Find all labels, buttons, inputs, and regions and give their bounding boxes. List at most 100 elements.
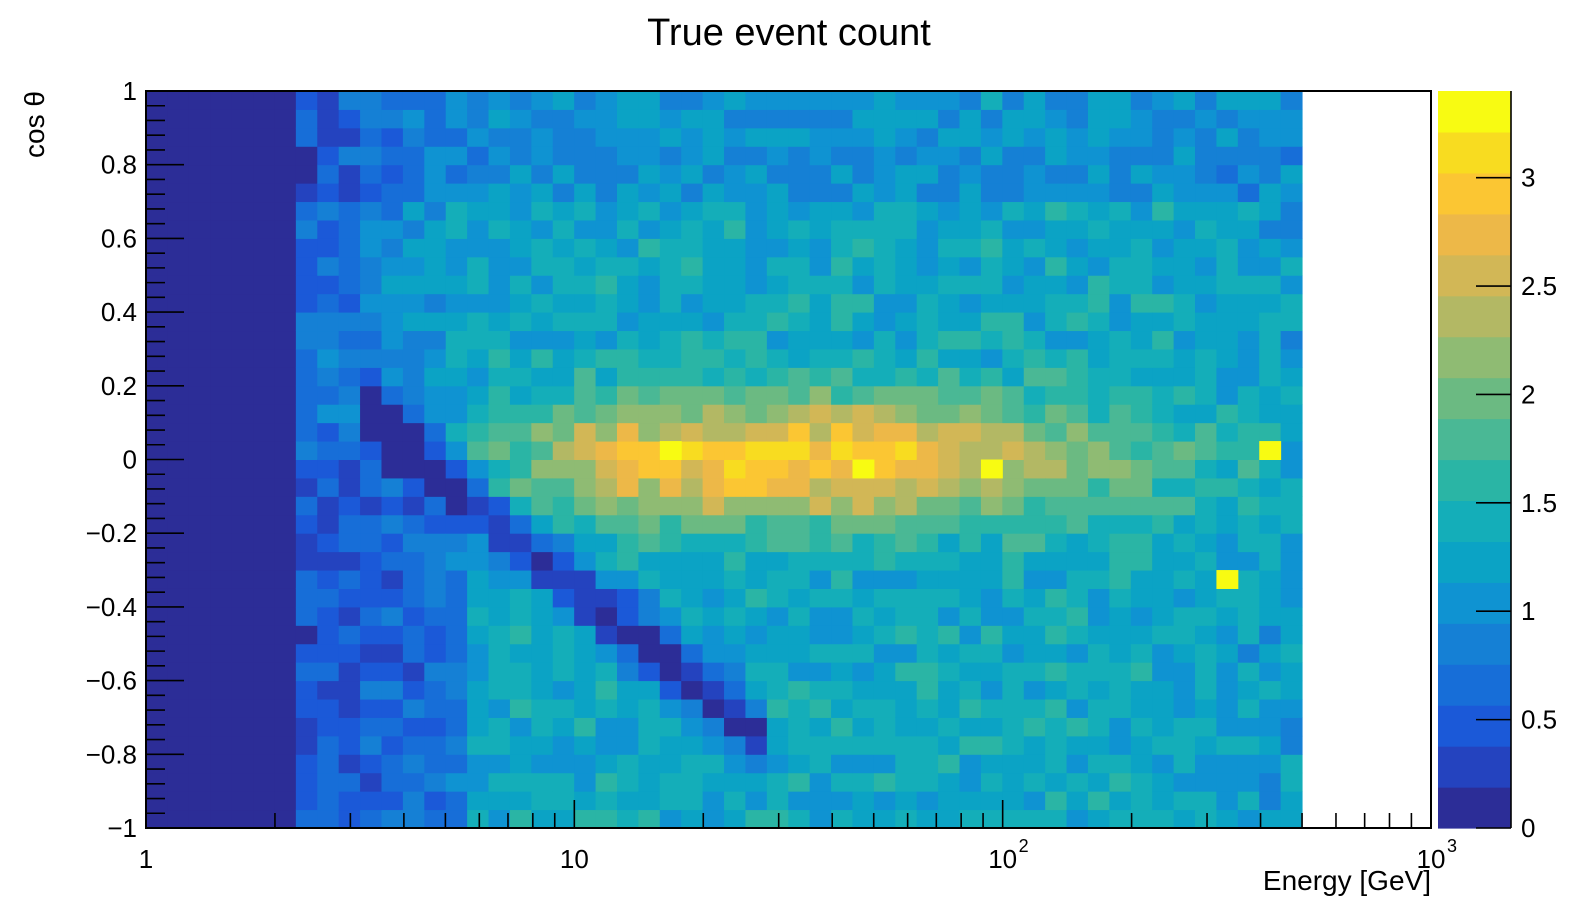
heatmap-bin <box>1152 570 1175 589</box>
heatmap-bin <box>167 404 190 424</box>
heatmap-bin <box>1237 699 1260 718</box>
heatmap-bin <box>317 256 340 276</box>
heatmap-bin <box>1087 238 1110 258</box>
heatmap-bin <box>146 588 168 608</box>
heatmap-bin <box>616 754 639 774</box>
heatmap-bin <box>552 680 575 700</box>
heatmap-bin <box>231 404 254 424</box>
heatmap-bin <box>274 625 297 645</box>
heatmap-bin <box>1066 385 1089 405</box>
heatmap-bin <box>295 91 318 110</box>
heatmap-bin <box>959 717 982 737</box>
heatmap-bin <box>574 643 597 663</box>
heatmap-bin <box>188 772 211 792</box>
heatmap-bin <box>338 570 361 589</box>
heatmap-bin <box>788 219 811 239</box>
heatmap-bin <box>1195 551 1217 571</box>
heatmap-bin <box>317 717 340 737</box>
heatmap-bin <box>745 662 768 682</box>
heatmap-bin <box>402 662 425 682</box>
heatmap-bin <box>916 643 939 663</box>
heatmap-bin <box>509 459 532 479</box>
heatmap-bin <box>338 625 361 645</box>
heatmap-bin <box>338 643 361 663</box>
heatmap-bin <box>616 109 639 129</box>
heatmap-bin <box>1152 422 1175 442</box>
heatmap-bin <box>167 367 190 387</box>
heatmap-bin <box>445 404 468 424</box>
heatmap-bin <box>231 680 254 700</box>
heatmap-bin <box>980 643 1003 663</box>
heatmap-bin <box>980 735 1003 755</box>
heatmap-bin <box>295 643 318 663</box>
heatmap-bin <box>724 367 746 387</box>
heatmap-bin <box>638 256 661 276</box>
heatmap-bin <box>188 312 211 332</box>
heatmap-bin <box>1045 348 1068 368</box>
heatmap-bin <box>402 791 425 811</box>
heatmap-bin <box>552 699 575 718</box>
heatmap-bin <box>788 735 811 755</box>
heatmap-bin <box>809 127 832 147</box>
heatmap-bin <box>616 791 639 811</box>
heatmap-bin <box>724 238 746 258</box>
heatmap-bin <box>1109 109 1132 129</box>
heatmap-bin <box>659 662 682 682</box>
heatmap-bin <box>381 385 404 405</box>
heatmap-bin <box>574 459 597 479</box>
heatmap-bin <box>809 496 832 516</box>
heatmap-bin <box>1109 735 1132 755</box>
heatmap-bin <box>852 312 875 332</box>
heatmap-bin <box>1280 496 1303 516</box>
heatmap-bin <box>253 477 275 497</box>
heatmap-bin <box>167 588 190 608</box>
heatmap-bin <box>1045 275 1068 295</box>
heatmap-bin <box>916 219 939 239</box>
heatmap-bin <box>745 588 768 608</box>
heatmap-bin <box>467 422 490 442</box>
heatmap-bin <box>724 514 746 534</box>
heatmap-bin <box>295 146 318 166</box>
heatmap-bin <box>1216 514 1239 534</box>
heatmap-bin <box>295 791 318 811</box>
heatmap-bin <box>1280 533 1303 553</box>
heatmap-bin <box>1259 183 1282 203</box>
heatmap-bin <box>231 496 254 516</box>
heatmap-bin <box>210 201 233 221</box>
heatmap-bin <box>274 754 297 774</box>
heatmap-bin <box>338 238 361 258</box>
heatmap-bin <box>424 551 447 571</box>
heatmap-bin <box>531 256 554 276</box>
heatmap-bin <box>745 367 768 387</box>
heatmap-bin <box>1023 809 1046 829</box>
heatmap-bin <box>445 275 468 295</box>
heatmap-bin <box>1045 109 1068 129</box>
heatmap-bin <box>467 312 490 332</box>
heatmap-bin <box>1195 533 1217 553</box>
heatmap-bin <box>1237 570 1260 589</box>
heatmap-bin <box>1087 496 1110 516</box>
heatmap-bin <box>766 551 789 571</box>
heatmap-bin <box>381 238 404 258</box>
heatmap-bin <box>253 735 275 755</box>
heatmap-bin <box>959 662 982 682</box>
colorbar-tick-label: 0 <box>1521 813 1535 843</box>
heatmap-bin <box>424 643 447 663</box>
heatmap-bin <box>1066 348 1089 368</box>
heatmap-bin <box>295 367 318 387</box>
heatmap-bin <box>852 772 875 792</box>
heatmap-bin <box>509 91 532 110</box>
heatmap-bin <box>702 643 725 663</box>
heatmap-bin <box>980 625 1003 645</box>
heatmap-bin <box>317 570 340 589</box>
heatmap-bin <box>916 348 939 368</box>
heatmap-bin <box>1130 312 1153 332</box>
heatmap-bin <box>188 219 211 239</box>
heatmap-bin <box>638 422 661 442</box>
heatmap-bin <box>724 680 746 700</box>
heatmap-bin <box>1023 367 1046 387</box>
heatmap-bin <box>146 422 168 442</box>
heatmap-bin <box>1173 91 1196 110</box>
heatmap-bin <box>1152 404 1175 424</box>
heatmap-bin <box>595 312 618 332</box>
